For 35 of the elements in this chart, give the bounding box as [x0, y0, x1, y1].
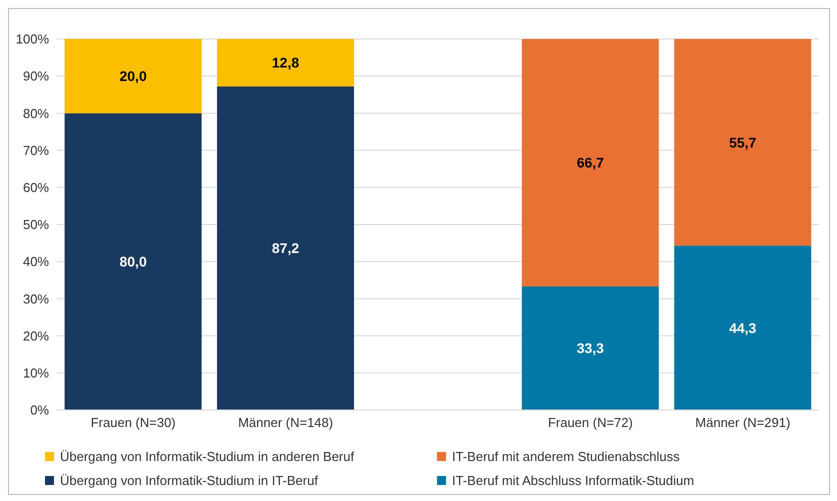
legend-label: IT-Beruf mit Abschluss Informatik-Studium: [452, 472, 694, 488]
legend-label: Übergang von Informatik-Studium in IT-Beruf: [60, 472, 318, 488]
bar: [522, 286, 659, 410]
y-tick-label: 0%: [30, 402, 50, 418]
x-tick-label: Frauen (N=30): [90, 415, 176, 430]
data-label: 87,2: [272, 240, 300, 256]
y-tick-label: 40%: [22, 254, 50, 270]
bar: [217, 86, 354, 410]
y-tick-label: 20%: [22, 328, 50, 344]
bar: [674, 39, 812, 246]
x-tick-label: Männer (N=291): [695, 415, 790, 430]
y-tick-label: 90%: [22, 68, 50, 84]
y-tick-label: 70%: [22, 142, 50, 158]
y-tick-label: 30%: [22, 291, 50, 306]
data-label: 44,3: [729, 320, 757, 336]
bar: [64, 113, 202, 410]
bar: [64, 39, 202, 114]
data-label: 80,0: [119, 254, 147, 270]
data-label: 33,3: [576, 340, 604, 356]
y-tick-label: 50%: [22, 217, 50, 232]
data-label: 20,0: [119, 68, 147, 84]
y-tick-label: 100%: [16, 32, 50, 47]
data-label: 55,7: [729, 134, 757, 150]
legend-label: IT-Beruf mit anderem Studienabschluss: [452, 448, 680, 464]
y-tick-label: 80%: [22, 106, 50, 121]
bar: [674, 246, 812, 410]
legend-label: Übergang von Informatik-Studium in anderen Beruf: [60, 448, 354, 464]
y-tick-label: 60%: [22, 180, 50, 196]
bar: [217, 39, 354, 86]
x-tick-label: Männer (N=148): [238, 415, 334, 430]
y-tick-label: 10%: [22, 366, 50, 381]
data-label: 12,8: [272, 54, 300, 71]
bar: [522, 39, 659, 286]
data-label: 66,7: [576, 154, 604, 171]
x-tick-label: Frauen (N=72): [548, 415, 633, 430]
